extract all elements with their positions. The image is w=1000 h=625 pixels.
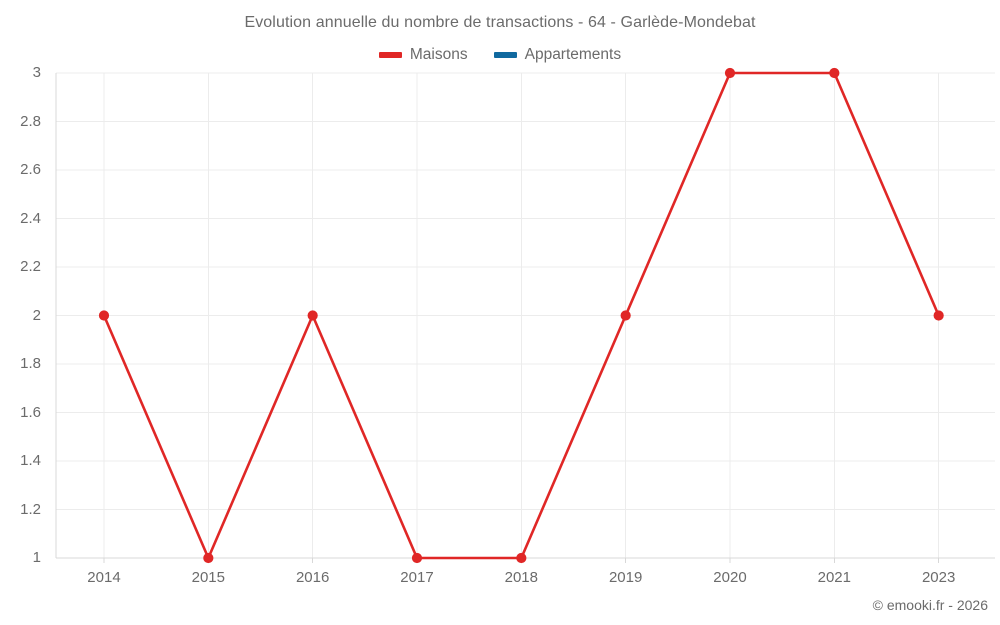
x-axis-tick-label: 2018 (504, 569, 538, 586)
data-point-maisons[interactable] (203, 552, 214, 564)
data-point-maisons[interactable] (307, 310, 318, 321)
x-axis-tick-label: 2014 (87, 569, 121, 586)
series-layer (98, 67, 944, 564)
y-axis-tick-label: 1.4 (20, 452, 41, 469)
y-axis-tick-label: 1.6 (20, 403, 41, 421)
y-axis-tick-label: 1.8 (20, 355, 41, 372)
legend-item-maisons[interactable]: Maisons (378, 46, 468, 64)
x-axis-tick-label: 2023 (921, 569, 956, 586)
y-axis-tick-label: 3 (32, 64, 41, 81)
x-axis-tick-label: 2016 (295, 569, 330, 586)
y-axis-tick-label: 2.4 (20, 209, 41, 227)
y-axis-tick-label: 2.2 (20, 258, 41, 275)
chart-title: Evolution annuelle du nombre de transact… (244, 14, 756, 31)
x-axis-tick-label: 2020 (713, 569, 747, 586)
legend-swatch-appartements (493, 52, 517, 58)
y-axis-tick-label: 1 (32, 549, 41, 566)
chart-legend: Maisons Appartements (0, 44, 1000, 66)
data-point-maisons[interactable] (724, 67, 736, 79)
x-axis-tick-label: 2015 (191, 569, 225, 586)
legend-label-maisons: Maisons (409, 46, 468, 63)
y-axis-tick-label: 2.6 (20, 161, 41, 178)
legend-label-appartements: Appartements (524, 46, 622, 63)
data-point-maisons[interactable] (98, 310, 110, 321)
data-point-maisons[interactable] (411, 552, 423, 564)
x-axis-tick-label: 2021 (817, 569, 851, 586)
y-axis-tick-label: 2 (32, 306, 41, 324)
grid-layer (56, 72, 995, 559)
y-axis-tick-label: 2.8 (20, 112, 41, 130)
data-point-maisons[interactable] (620, 310, 631, 321)
data-point-maisons[interactable] (933, 310, 944, 321)
footer-credit: © emooki.fr - 2026 (872, 597, 988, 613)
axis-layer (55, 73, 995, 563)
x-axis-tick-label: 2017 (400, 569, 434, 586)
data-point-maisons[interactable] (516, 552, 527, 564)
y-axis-tick-label: 1.2 (20, 500, 41, 518)
legend-item-appartements[interactable]: Appartements (493, 46, 622, 64)
data-point-maisons[interactable] (829, 67, 840, 79)
x-axis-tick-label: 2019 (608, 569, 643, 586)
legend-swatch-maisons (378, 52, 402, 58)
